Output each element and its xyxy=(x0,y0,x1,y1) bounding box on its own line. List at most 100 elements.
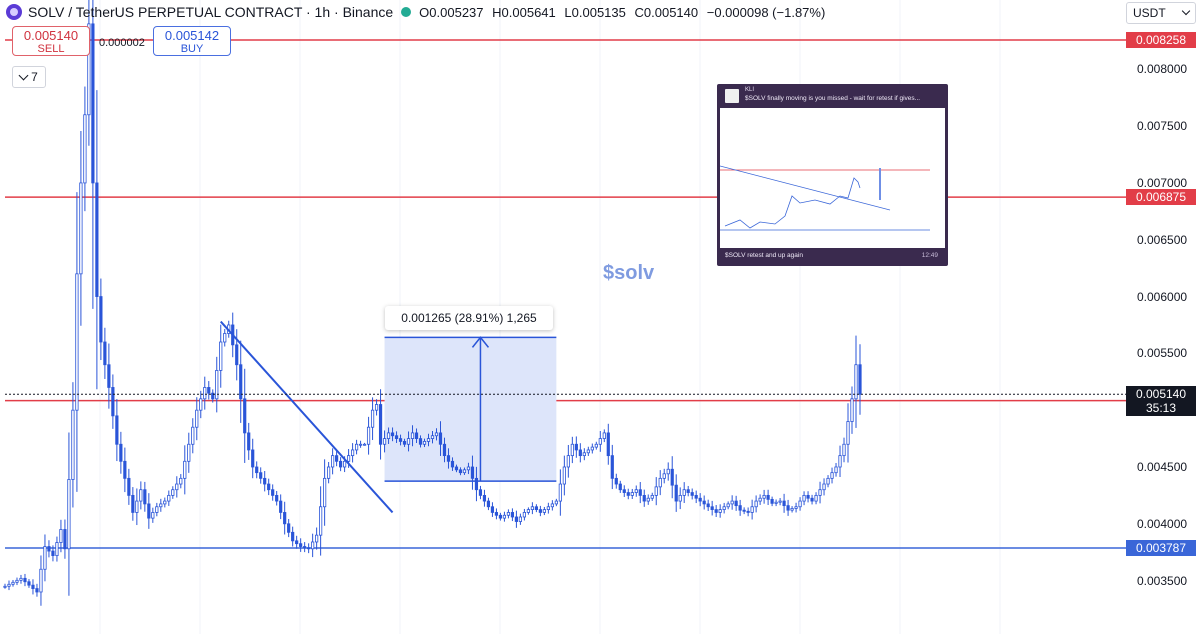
candle-body xyxy=(562,466,566,485)
candle-body xyxy=(255,466,259,474)
candle xyxy=(682,482,686,503)
y-tick-label: 0.004000 xyxy=(1137,516,1188,531)
candle xyxy=(211,389,215,403)
candle xyxy=(734,495,738,511)
candle-body xyxy=(610,455,614,479)
buy-price: 0.005142 xyxy=(164,27,220,43)
candle xyxy=(782,493,786,513)
candle xyxy=(239,340,243,423)
candle-body xyxy=(494,512,499,516)
candle-body xyxy=(726,503,730,508)
candle-body xyxy=(770,498,774,504)
candle-body xyxy=(323,477,327,508)
candle xyxy=(39,555,43,606)
candle-body xyxy=(586,449,590,454)
high-value: 0.005641 xyxy=(501,4,556,20)
candle xyxy=(223,328,227,347)
candle xyxy=(478,485,483,500)
embedded-screenshot: KLI $SOLV finally moving is you missed -… xyxy=(717,84,948,266)
candle xyxy=(442,437,447,463)
indicators-toggle-button[interactable]: 7 xyxy=(12,66,46,88)
candle xyxy=(854,335,858,428)
candle xyxy=(758,494,762,505)
candle-body xyxy=(858,364,862,395)
price-candles xyxy=(3,0,862,606)
open-value: 0.005237 xyxy=(429,4,484,20)
candle-body xyxy=(239,364,243,400)
candle-body xyxy=(682,489,686,496)
candle xyxy=(542,506,546,516)
candle xyxy=(730,495,734,510)
spread-value: 0.000002 xyxy=(99,37,145,49)
candle-body xyxy=(59,529,63,543)
candle-body xyxy=(686,489,690,493)
candle-body xyxy=(430,435,435,439)
candle-body xyxy=(147,503,151,519)
candle-body xyxy=(574,443,578,451)
candle-body xyxy=(458,469,463,474)
candle-body xyxy=(422,441,427,445)
candle-body xyxy=(618,483,622,491)
candle-body xyxy=(810,497,814,502)
candle xyxy=(327,462,331,484)
candle xyxy=(75,192,79,492)
candle xyxy=(147,493,151,529)
candle-body xyxy=(287,523,291,533)
candle xyxy=(702,495,706,510)
candle-body xyxy=(666,468,670,475)
symbol-title[interactable]: SOLV / TetherUS PERPETUAL CONTRACT · 1h … xyxy=(28,4,394,20)
candle xyxy=(606,423,610,465)
candle xyxy=(414,428,419,444)
candle xyxy=(123,447,127,493)
candle xyxy=(746,507,750,517)
candle xyxy=(418,435,423,448)
candle xyxy=(115,399,119,462)
candle-body xyxy=(135,500,139,513)
candle-body xyxy=(722,506,726,510)
candle xyxy=(63,519,67,559)
candle xyxy=(670,456,674,499)
candle xyxy=(850,386,854,434)
candle xyxy=(654,477,658,506)
candle xyxy=(287,519,291,538)
candle xyxy=(422,438,427,448)
candle xyxy=(750,499,754,520)
candle-body xyxy=(434,432,439,437)
candle-body xyxy=(634,489,638,493)
candle xyxy=(267,478,271,496)
current-price: 0.005140 xyxy=(1135,387,1187,402)
candle xyxy=(67,432,71,596)
candle-body xyxy=(291,531,295,542)
candle xyxy=(774,499,778,507)
candle-body xyxy=(846,421,850,445)
candle-body xyxy=(271,489,275,496)
current-price-tag: 0.005140 35:13 xyxy=(1126,386,1196,417)
candle xyxy=(450,457,455,471)
candle xyxy=(311,533,315,558)
candle xyxy=(690,488,694,500)
y-tick-label: 0.007000 xyxy=(1137,175,1188,190)
candle xyxy=(323,459,327,526)
candle-body xyxy=(343,460,347,468)
currency-select[interactable]: USDT xyxy=(1126,2,1196,24)
sell-button[interactable]: 0.005140 SELL xyxy=(12,26,90,56)
candle xyxy=(838,445,842,477)
candle xyxy=(754,495,758,513)
buy-button[interactable]: 0.005142 BUY xyxy=(153,26,231,56)
candle-body xyxy=(251,449,255,468)
candle-body xyxy=(127,477,131,496)
candle-body xyxy=(482,494,487,502)
candle xyxy=(506,509,511,519)
candle xyxy=(362,442,367,446)
candle-body xyxy=(454,466,459,471)
chart-note: $solv xyxy=(603,262,655,284)
measure-arrow-head xyxy=(471,336,490,348)
candle-body xyxy=(654,486,658,496)
candle-body xyxy=(818,489,822,496)
y-tick-label: 0.007500 xyxy=(1137,119,1188,134)
candle xyxy=(794,502,798,513)
candle xyxy=(726,501,730,510)
candle xyxy=(219,324,223,388)
candle xyxy=(315,527,319,550)
